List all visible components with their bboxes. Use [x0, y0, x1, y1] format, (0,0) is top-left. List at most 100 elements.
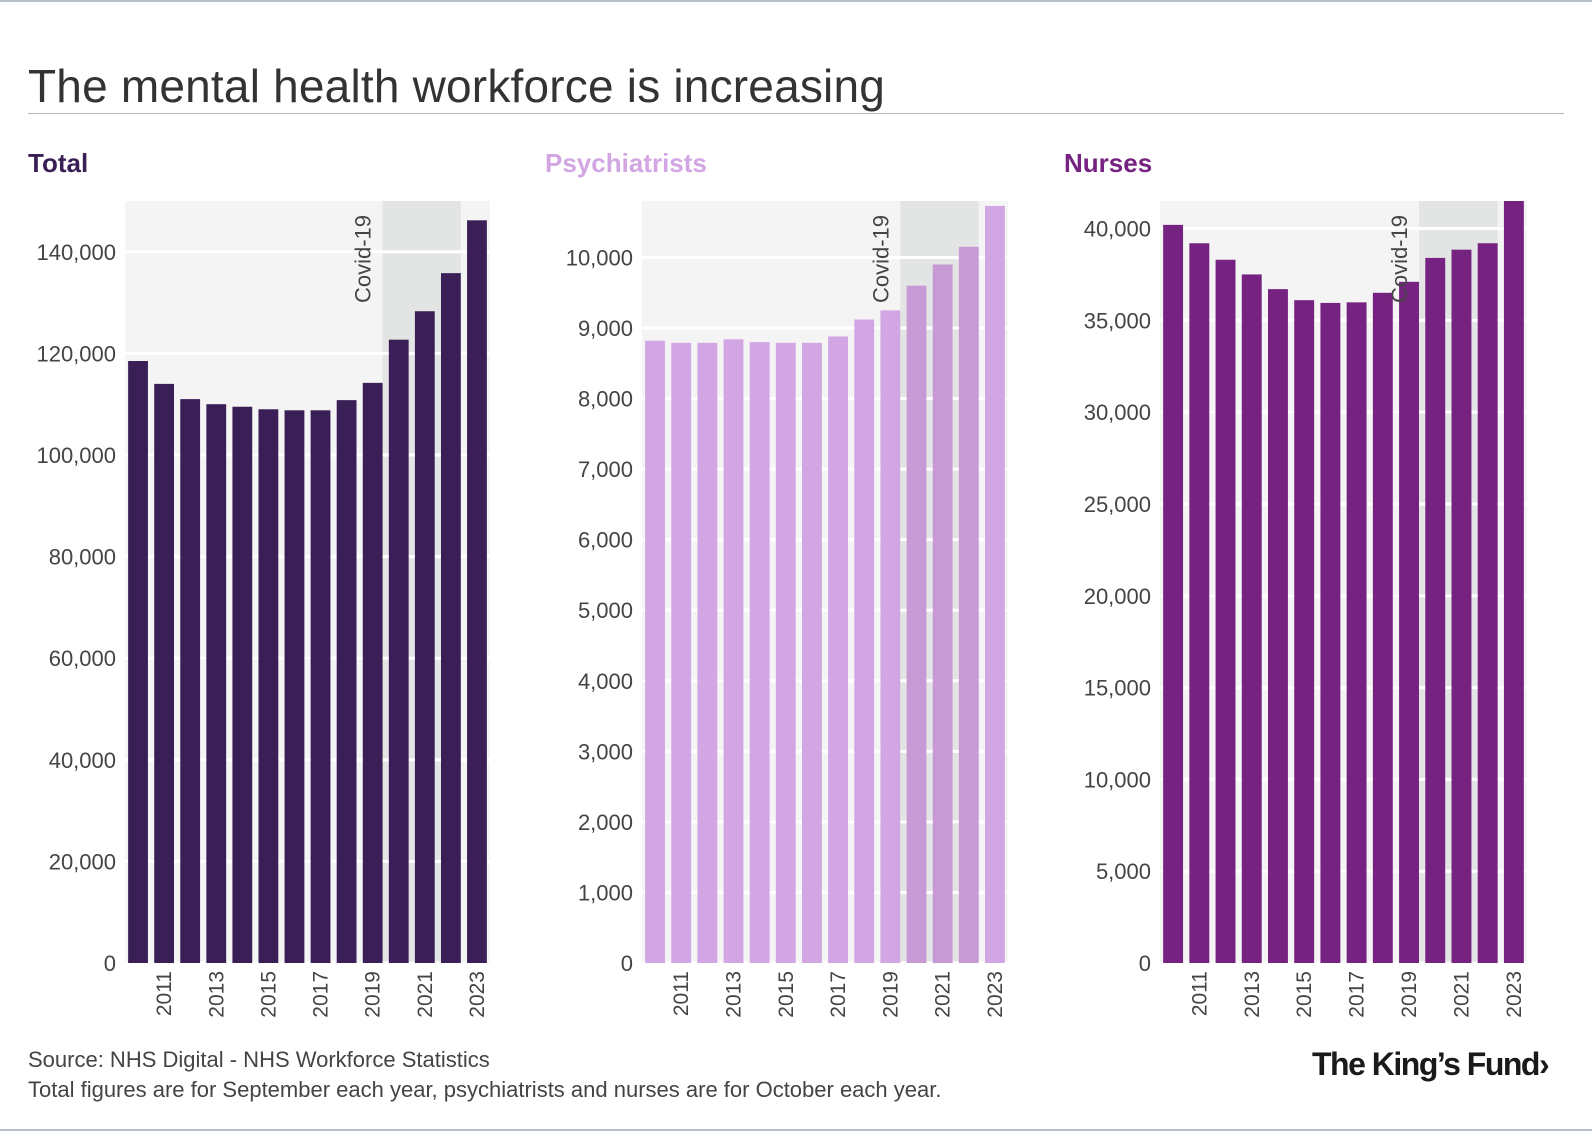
nurses-bar-2014	[1268, 289, 1288, 963]
nurses-x-tick-label: 2021	[1450, 971, 1473, 1018]
total-y-tick-label: 100,000	[36, 443, 116, 468]
total-y-tick-label: 20,000	[49, 849, 116, 874]
total-bar-2020	[388, 339, 409, 964]
total-bar-2019	[362, 382, 383, 963]
psychiatrists-x-tick-label: 2023	[984, 971, 1007, 1018]
psychiatrists-x-tick-label: 2019	[879, 971, 902, 1018]
top-rule	[0, 0, 1592, 2]
total-x-tick-label: 2023	[466, 971, 489, 1018]
total-bar-2015	[258, 409, 279, 963]
total-y-tick-label: 80,000	[49, 545, 116, 570]
panel-title-nurses: Nurses	[1064, 148, 1153, 178]
title-divider	[28, 113, 1564, 114]
bottom-rule	[0, 1129, 1592, 1131]
nurses-x-tick-label: 2013	[1241, 971, 1264, 1018]
psychiatrists-y-tick-label: 1,000	[578, 880, 633, 905]
psychiatrists-bar-2014	[749, 342, 770, 964]
nurses-x-tick-label: 2015	[1293, 971, 1316, 1018]
nurses-y-tick-label: 15,000	[1084, 676, 1151, 701]
psychiatrists-y-tick-label: 4,000	[578, 669, 633, 694]
psychiatrists-bar-2019	[880, 310, 901, 964]
panel-title-psychiatrists: Psychiatrists	[545, 148, 707, 178]
psychiatrists-bar-2012	[697, 342, 718, 964]
total-x-tick-label: 2011	[153, 971, 176, 1016]
nurses-x-tick-label: 2017	[1346, 971, 1369, 1018]
nurses-bar-2021	[1451, 249, 1472, 963]
nurses-bar-2019	[1399, 281, 1419, 963]
psychiatrists-y-tick-label: 2,000	[578, 810, 633, 835]
source-note: Source: NHS Digital - NHS Workforce Stat…	[28, 1045, 941, 1105]
total-bar-2023	[467, 220, 487, 963]
nurses-y-tick-label: 0	[1139, 951, 1151, 976]
total-bar-2013	[206, 404, 227, 963]
psychiatrists-y-tick-label: 6,000	[578, 528, 633, 553]
total-bar-2014	[232, 406, 253, 963]
kings-fund-logo: The King’s Fund›	[1312, 1046, 1550, 1083]
psychiatrists-x-tick-label: 2015	[775, 971, 798, 1018]
footnote-line: Total figures are for September each yea…	[28, 1077, 942, 1102]
psychiatrists-bar-2015	[775, 342, 796, 964]
nurses-y-tick-label: 10,000	[1084, 767, 1151, 792]
total-bar-2018	[336, 400, 357, 963]
nurses-bar-2020	[1425, 257, 1446, 963]
total-x-tick-label: 2019	[362, 971, 385, 1018]
psychiatrists-bar-2020	[906, 285, 927, 964]
nurses-bar-2012	[1215, 259, 1236, 964]
psychiatrists-bar-2021	[932, 264, 953, 963]
chart-title: The mental health workforce is increasin…	[28, 59, 886, 112]
psychiatrists-covid-annotation: Covid-19	[868, 215, 893, 303]
psychiatrists-bar-2023	[984, 205, 1005, 963]
nurses-bar-2011	[1189, 243, 1210, 963]
psychiatrists-bar-2016	[801, 342, 822, 964]
psychiatrists-x-tick-label: 2017	[827, 971, 850, 1018]
psychiatrists-y-tick-label: 5,000	[578, 598, 633, 623]
total-y-tick-label: 0	[104, 951, 116, 976]
nurses-y-tick-label: 35,000	[1084, 308, 1151, 333]
total-covid-annotation: Covid-19	[351, 215, 376, 303]
nurses-y-tick-label: 30,000	[1084, 400, 1151, 425]
psychiatrists-x-tick-label: 2021	[932, 971, 955, 1018]
psychiatrists-y-tick-label: 3,000	[578, 739, 633, 764]
nurses-bar-2023	[1503, 201, 1524, 963]
psychiatrists-bar-2013	[723, 339, 744, 963]
psychiatrists-bar-2022	[958, 246, 979, 964]
psychiatrists-x-tick-label: 2011	[670, 971, 693, 1016]
total-bar-2012	[180, 399, 201, 963]
nurses-y-tick-label: 40,000	[1084, 217, 1151, 242]
total-y-tick-label: 140,000	[36, 240, 116, 265]
nurses-x-tick-label: 2019	[1398, 971, 1421, 1018]
logo-text: The King’s Fund	[1312, 1046, 1540, 1082]
total-x-tick-label: 2021	[414, 971, 437, 1018]
psychiatrists-bar-2018	[854, 319, 875, 963]
psychiatrists-bar-2011	[671, 342, 692, 964]
total-y-tick-label: 40,000	[49, 748, 116, 773]
panel-title-total: Total	[28, 148, 89, 178]
total-bar-2016	[284, 410, 305, 963]
nurses-x-tick-label: 2023	[1503, 971, 1526, 1018]
nurses-bar-2016	[1320, 302, 1341, 964]
total-bar-2011	[154, 383, 175, 963]
nurses-y-tick-label: 5,000	[1096, 859, 1151, 884]
psychiatrists-y-tick-label: 10,000	[566, 245, 633, 270]
source-line: Source: NHS Digital - NHS Workforce Stat…	[28, 1047, 490, 1072]
total-bar-2022	[440, 273, 461, 963]
psychiatrists-y-tick-label: 0	[621, 951, 633, 976]
total-x-tick-label: 2017	[310, 971, 333, 1018]
total-bar-2021	[414, 311, 435, 964]
total-y-tick-label: 120,000	[36, 341, 116, 366]
nurses-bar-2018	[1372, 292, 1393, 963]
psychiatrists-bar-2010	[645, 340, 666, 963]
nurses-bar-2017	[1346, 302, 1367, 963]
psychiatrists-y-tick-label: 7,000	[578, 457, 633, 482]
chevron-right-icon: ›	[1538, 1046, 1550, 1082]
psychiatrists-y-tick-label: 9,000	[578, 316, 633, 341]
psychiatrists-y-tick-label: 8,000	[578, 387, 633, 412]
nurses-y-tick-label: 20,000	[1084, 584, 1151, 609]
nurses-bar-2022	[1477, 243, 1498, 963]
nurses-bar-2013	[1241, 274, 1262, 963]
total-x-tick-label: 2015	[257, 971, 280, 1018]
total-bar-2017	[310, 410, 331, 963]
nurses-bar-2010	[1163, 224, 1184, 963]
psychiatrists-x-tick-label: 2013	[723, 971, 746, 1018]
